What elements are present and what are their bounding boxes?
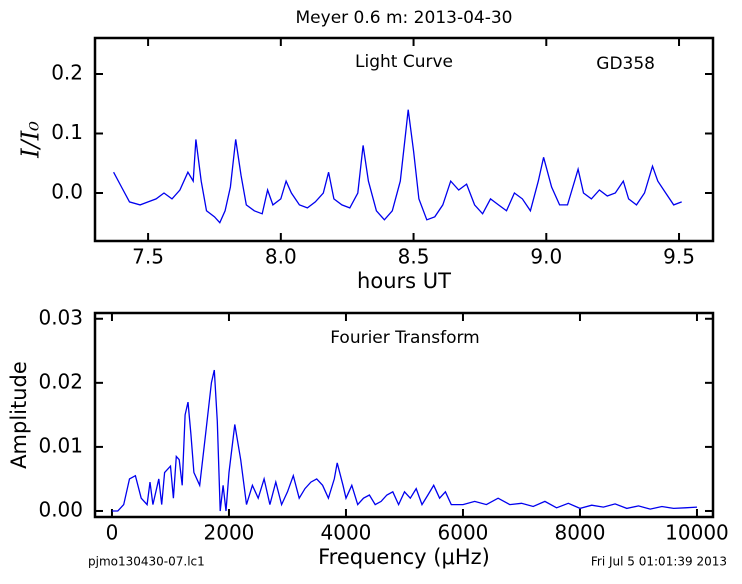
y-tick-label: 0.2 — [51, 60, 83, 84]
x-tick-label: 10000 — [665, 521, 729, 545]
data-line — [112, 369, 698, 512]
y-tick-label: 0.00 — [38, 497, 83, 521]
x-axis-label: Frequency (μHz) — [318, 545, 490, 569]
y-tick-label: 0.02 — [38, 369, 83, 393]
footer-left: pjmo130430-07.lc1 — [88, 555, 205, 569]
x-tick-label: 6000 — [438, 521, 489, 545]
x-tick-label: 8.5 — [398, 245, 430, 269]
x-tick-label: 0 — [106, 521, 119, 545]
footer-right: Fri Jul 5 01:01:39 2013 — [591, 555, 727, 569]
x-tick-label: 4000 — [321, 521, 372, 545]
y-tick-label: 0.0 — [51, 179, 83, 203]
x-tick-label: 8.0 — [265, 245, 297, 269]
y-tick-label: 0.01 — [38, 433, 83, 457]
x-tick-label: 9.0 — [530, 245, 562, 269]
y-axis-label: I/I₀ — [17, 121, 45, 159]
figure-title: Meyer 0.6 m: 2013-04-30 — [296, 8, 513, 28]
y-tick-label: 0.03 — [38, 305, 83, 329]
data-line — [113, 109, 682, 224]
x-tick-label: 8000 — [555, 521, 606, 545]
annotation: Fourier Transform — [330, 328, 479, 348]
x-tick-label: 9.5 — [663, 245, 695, 269]
x-axis-label: hours UT — [357, 269, 451, 293]
y-tick-label: 0.1 — [51, 120, 83, 144]
axes-frame — [93, 36, 715, 243]
x-tick-label: 7.5 — [132, 245, 164, 269]
axes-frame — [93, 311, 715, 519]
annotation: GD358 — [596, 54, 655, 74]
y-axis-label: Amplitude — [7, 361, 31, 469]
annotation: Light Curve — [355, 52, 453, 72]
x-tick-label: 2000 — [204, 521, 255, 545]
